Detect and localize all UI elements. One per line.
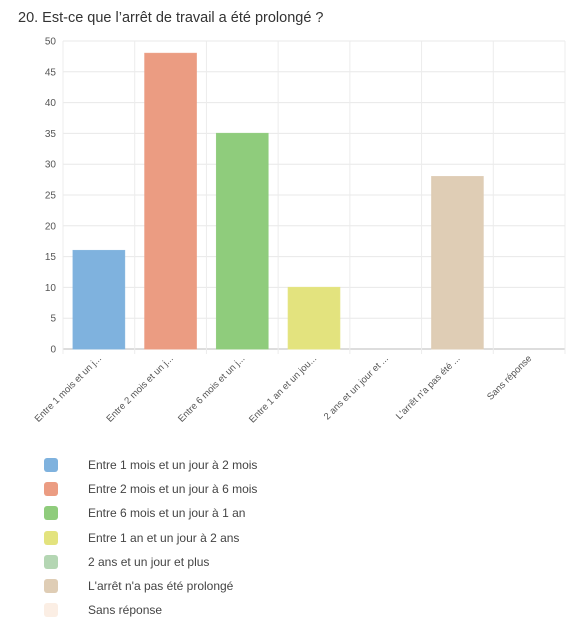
y-tick-label: 35	[45, 129, 57, 140]
legend-label: Entre 1 mois et un jour à 2 mois	[88, 458, 258, 473]
legend-swatch	[44, 603, 58, 618]
legend-label: Entre 1 an et un jour à 2 ans	[88, 530, 240, 545]
y-tick-label: 50	[45, 37, 57, 48]
legend-label: 2 ans et un jour et plus	[88, 554, 210, 569]
bar	[144, 52, 197, 350]
legend-label: Entre 6 mois et un jour à 1 an	[88, 506, 246, 521]
legend-label: Entre 2 mois et un jour à 6 mois	[88, 482, 258, 497]
bar-chart: 0 5 10 15 20 25 30 35 40 45 50 Entre 1 mois et un …	[33, 37, 566, 425]
x-tick-label: Entre 6 mois et un j...	[176, 353, 247, 424]
legend-item: Entre 6 mois et un jour à 1 an	[44, 501, 257, 525]
y-tick-label: 0	[50, 345, 56, 356]
x-tick-label: Entre 1 mois et un j...	[33, 353, 104, 424]
y-tick-label: 45	[45, 67, 57, 78]
x-axis-ticks: Entre 1 mois et un j... Entre 2 mois et u…	[33, 353, 535, 425]
y-tick-label: 40	[45, 98, 57, 109]
y-tick-label: 20	[45, 221, 57, 232]
y-tick-label: 30	[45, 160, 57, 171]
legend-swatch	[44, 506, 58, 521]
legend-label: Sans réponse	[88, 603, 163, 618]
bar	[431, 176, 484, 350]
bar	[215, 132, 269, 350]
x-tick-label: L'arrêt n'a pas été ...	[394, 353, 463, 422]
x-tick-label: Entre 1 an et un jou...	[247, 353, 319, 425]
y-tick-label: 15	[45, 252, 57, 263]
legend-swatch	[44, 530, 58, 545]
y-tick-label: 10	[45, 283, 57, 294]
x-tick-label: 2 ans et un jour et ...	[322, 353, 391, 422]
y-axis-ticks: 0 5 10 15 20 25 30 35 40 45 50	[45, 37, 57, 356]
bar	[287, 286, 341, 350]
y-tick-label: 25	[45, 191, 57, 202]
legend-swatch	[44, 579, 58, 594]
legend-swatch	[44, 554, 58, 569]
x-tick-label: Entre 2 mois et un j...	[104, 353, 175, 424]
bars	[72, 52, 484, 350]
legend-item: Entre 2 mois et un jour à 6 mois	[44, 477, 257, 501]
legend-item: Entre 1 mois et un jour à 2 mois	[44, 453, 257, 477]
legend-item: Entre 1 an et un jour à 2 ans	[44, 526, 257, 550]
x-tick-label: Sans réponse	[485, 353, 534, 402]
bar	[72, 249, 126, 350]
chart-title: 20. Est-ce que l’arrêt de travail a été …	[18, 10, 324, 26]
legend-swatch	[44, 458, 58, 473]
legend-swatch	[44, 482, 58, 497]
legend-item: 2 ans et un jour et plus	[44, 550, 257, 574]
legend-item: Sans réponse	[44, 598, 257, 622]
legend-item: L'arrêt n'a pas été prolongé	[44, 574, 257, 598]
legend: Entre 1 mois et un jour à 2 mois Entre 2 …	[44, 453, 257, 622]
legend-label: L'arrêt n'a pas été prolongé	[88, 579, 234, 594]
y-tick-label: 5	[50, 314, 56, 325]
